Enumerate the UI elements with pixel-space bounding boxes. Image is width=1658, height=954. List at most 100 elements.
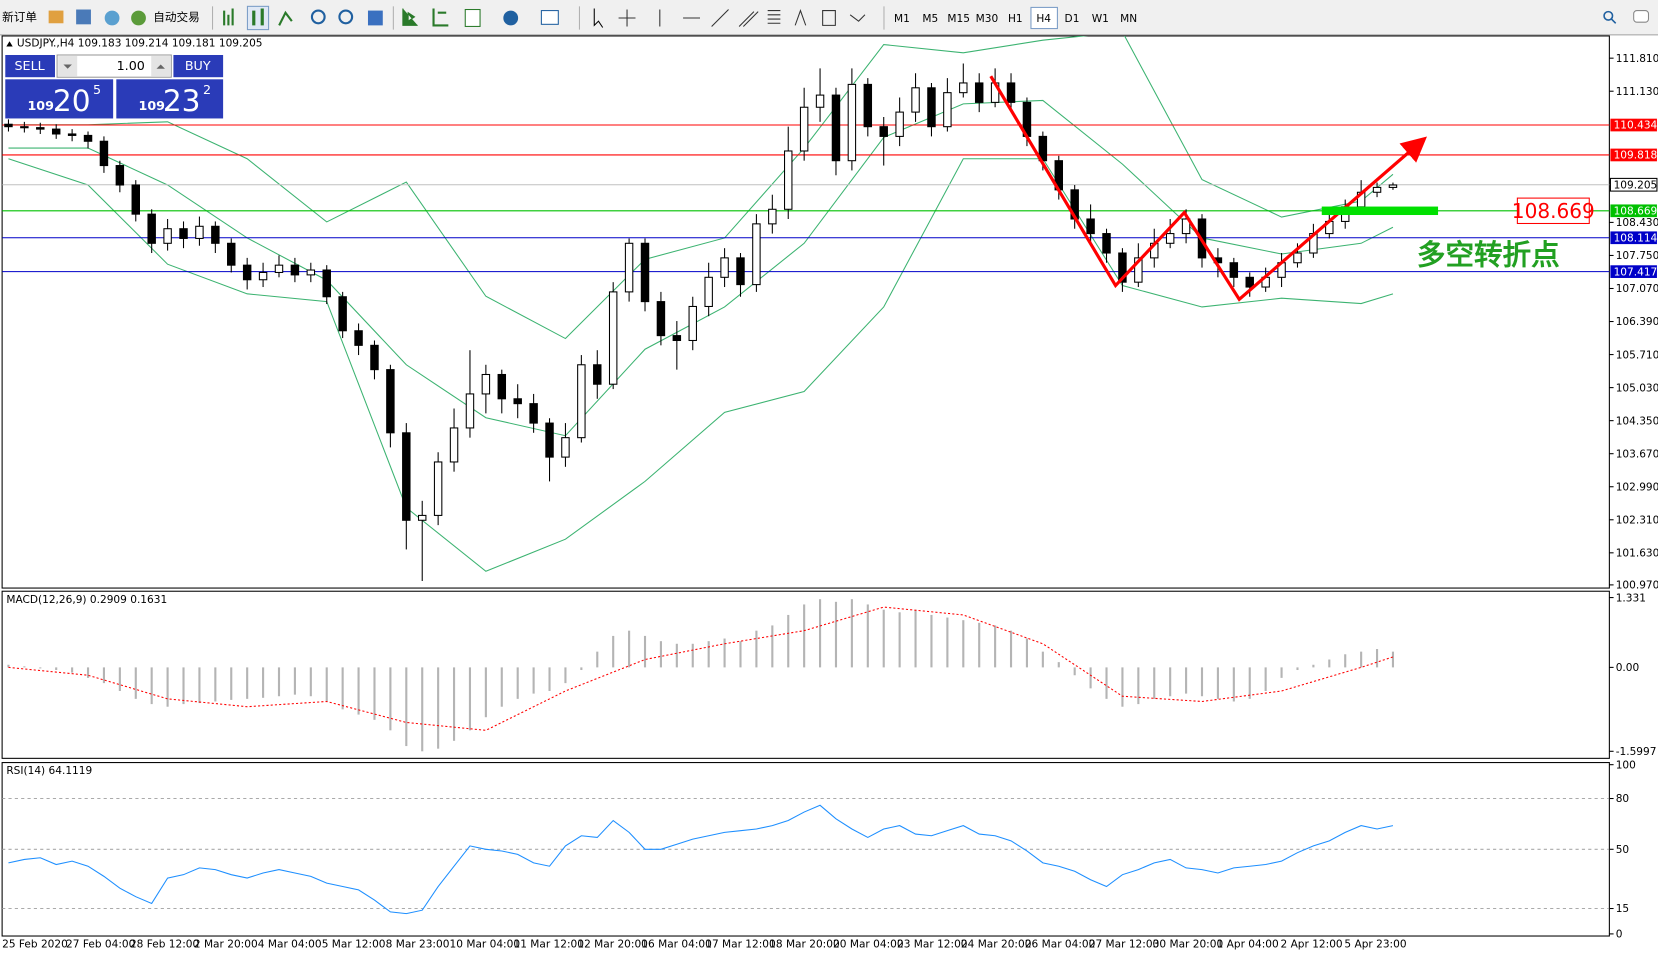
y-tick-label: 80 [1616, 793, 1630, 805]
chat-icon[interactable] [1633, 10, 1650, 23]
search-icon[interactable] [1603, 10, 1614, 21]
macd-bar [277, 667, 281, 697]
candle-body [465, 393, 475, 429]
x-tick-label: 1 Apr 04:00 [1217, 939, 1279, 951]
template-icon[interactable] [540, 10, 559, 25]
candle-body [911, 87, 920, 113]
macd-bar [850, 599, 853, 668]
timeframe-button[interactable]: M1 [894, 13, 910, 25]
zoom-out-icon[interactable] [338, 9, 354, 25]
candle-body [163, 228, 172, 244]
bar-chart-icon[interactable] [223, 8, 234, 26]
macd-bar [166, 667, 169, 707]
text-icons[interactable] [794, 9, 866, 26]
macd-bar [230, 667, 233, 700]
price-level-label: 107.417 [1614, 266, 1658, 278]
buy-button[interactable] [173, 54, 224, 78]
timeframe-button[interactable]: M30 [976, 13, 999, 25]
timeframe-button[interactable]: H4 [1036, 13, 1051, 25]
buy-label[interactable]: BUY [185, 58, 211, 73]
macd-bar [1105, 667, 1108, 699]
timeframe-button[interactable]: H1 [1008, 13, 1023, 25]
draw-tools-icons[interactable] [659, 9, 729, 27]
candle-body [1165, 233, 1175, 244]
candle-body [4, 123, 13, 128]
x-tick-label: 23 Mar 12:00 [897, 939, 968, 951]
tile-icon[interactable] [367, 10, 383, 26]
icon[interactable] [48, 10, 64, 24]
macd-bar [819, 599, 822, 668]
axes: 111.810 111.130 108.430 107.750 107.070 106.3… [1609, 53, 1658, 941]
turning-point-text: 多空转折点 [1417, 238, 1560, 272]
candle-body [36, 127, 45, 130]
y-tick-label: 104.350 [1616, 415, 1658, 427]
macd-bar [739, 641, 742, 668]
new-order-button[interactable]: 新订单 [2, 10, 37, 24]
x-tick-label: 16 Mar 04:00 [641, 939, 712, 951]
macd-bar [580, 667, 583, 671]
auto-trading-button[interactable]: 自动交易 [153, 10, 200, 24]
buy-price-box[interactable] [116, 79, 224, 119]
timeframe-button[interactable]: W1 [1092, 13, 1109, 25]
line-chart-icon[interactable] [278, 10, 293, 26]
candle-body [417, 514, 427, 521]
macd-bar [500, 667, 503, 707]
macd-bar [198, 667, 201, 704]
sell-price-box[interactable] [5, 79, 114, 119]
candle-body [513, 398, 522, 405]
macd-bar [771, 625, 774, 668]
price-level-label: 108.114 [1614, 232, 1658, 244]
x-tick-label: 20 Mar 04:00 [833, 939, 904, 951]
lot-input[interactable] [56, 54, 172, 78]
shift-icon[interactable] [432, 8, 449, 27]
sell-button[interactable] [5, 54, 55, 78]
candle-body [1102, 233, 1111, 254]
candle-body [943, 92, 952, 128]
macd-bar [373, 667, 376, 720]
macd-bar [1216, 667, 1219, 699]
indicator-icon[interactable] [464, 8, 481, 27]
sell-label[interactable]: SELL [14, 58, 44, 73]
period-icon[interactable] [503, 10, 519, 26]
fib-icons[interactable] [738, 10, 781, 27]
macd-bar [1185, 667, 1188, 694]
timeframe-button[interactable]: D1 [1065, 13, 1080, 25]
candle-chart-icon[interactable] [246, 5, 270, 31]
macd-bar [262, 667, 265, 698]
candle-body [179, 228, 188, 239]
macd-bar [1121, 667, 1124, 707]
timeframe-button[interactable]: MN [1120, 13, 1137, 25]
cursor-icon[interactable] [593, 8, 604, 28]
macd-bar [1264, 667, 1267, 691]
candle-body [83, 134, 93, 142]
timeframe-button[interactable]: M15 [947, 13, 970, 25]
y-tick-label: 102.310 [1616, 514, 1658, 526]
macd-bar [1296, 667, 1299, 671]
timeframe-button[interactable]: M5 [922, 13, 938, 25]
macd-bar [834, 601, 838, 668]
icon[interactable] [76, 9, 91, 25]
macd-bar [962, 620, 965, 668]
price-level-label: 110.434 [1614, 120, 1658, 132]
candle-body [370, 344, 379, 371]
macd-bar [246, 667, 249, 699]
macd-bar [516, 667, 519, 699]
price-level-label: 109.818 [1614, 150, 1658, 162]
macd-bar [484, 667, 487, 718]
macd-bar [1025, 638, 1029, 668]
crosshair-icon[interactable] [618, 9, 636, 27]
auto-trading-icon[interactable] [131, 10, 146, 26]
candle-body [688, 305, 697, 342]
icon[interactable] [104, 10, 120, 26]
zoom-in-icon[interactable] [310, 9, 326, 25]
macd-bar [532, 667, 535, 694]
lot-down-icon [63, 64, 72, 69]
candle-body [1388, 184, 1398, 188]
autoscroll-icon[interactable] [402, 8, 418, 26]
lot-value[interactable]: 1.00 [117, 58, 145, 73]
y-tick-label: 103.670 [1616, 448, 1658, 460]
candle-body [449, 427, 459, 463]
x-tick-label: 5 Apr 23:00 [1344, 939, 1406, 951]
macd-label: MACD(12,26,9) 0.2909 0.1631 [6, 594, 167, 606]
